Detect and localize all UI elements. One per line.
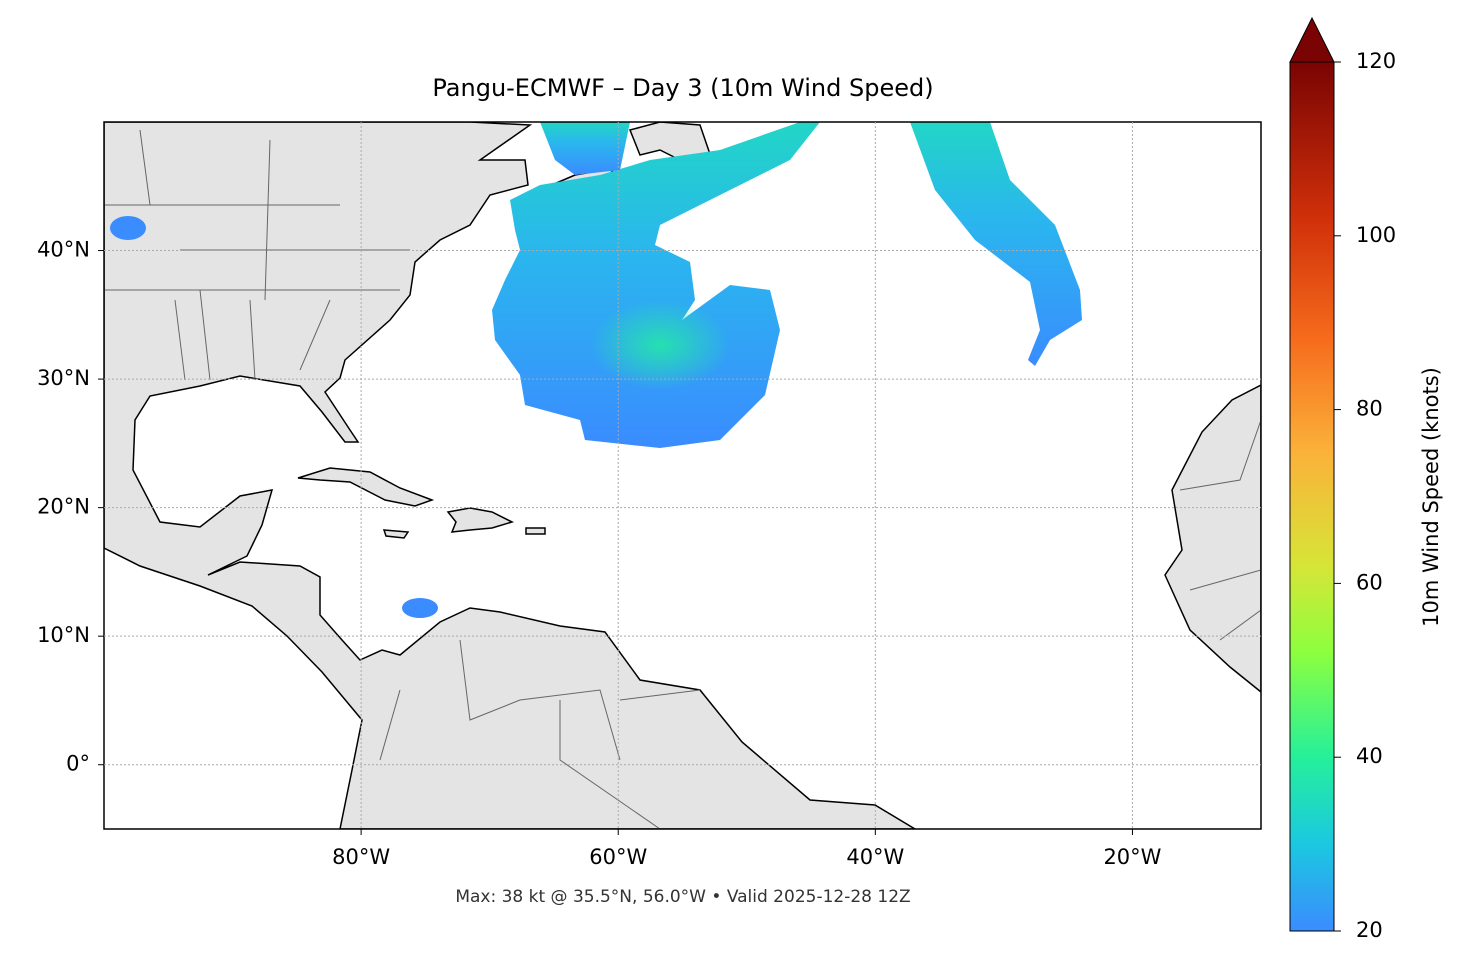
x-tick-label: 40°W bbox=[846, 845, 904, 869]
jamaica bbox=[382, 529, 410, 539]
colorbar-extend bbox=[1289, 16, 1335, 63]
x-tick-label: 60°W bbox=[589, 845, 647, 869]
wind-swath bbox=[110, 216, 146, 240]
puerto-rico bbox=[525, 527, 546, 535]
cuba bbox=[297, 467, 435, 507]
hispaniola bbox=[446, 507, 515, 533]
colorbar-tick-label: 120 bbox=[1356, 49, 1396, 73]
plot-frame bbox=[103, 121, 1262, 830]
y-tick-label: 0° bbox=[66, 752, 90, 776]
africa bbox=[1164, 384, 1261, 693]
annotation: Max: 38 kt @ 35.5°N, 56.0°W • Valid 2025… bbox=[455, 887, 910, 907]
wind-core bbox=[590, 300, 730, 390]
chart-title: Pangu-ECMWF – Day 3 (10m Wind Speed) bbox=[432, 74, 933, 102]
wind-swath bbox=[540, 122, 630, 175]
y-tick-label: 20°N bbox=[37, 495, 90, 519]
colorbar-tick-label: 40 bbox=[1356, 744, 1383, 768]
americas bbox=[104, 122, 917, 829]
wind-swath bbox=[910, 122, 1082, 366]
map bbox=[104, 122, 1261, 829]
x-tick-label: 80°W bbox=[332, 845, 390, 869]
x-tick-label: 20°W bbox=[1103, 845, 1161, 869]
colorbar-tick-label: 20 bbox=[1356, 918, 1383, 942]
y-tick-label: 40°N bbox=[37, 238, 90, 262]
y-tick-label: 10°N bbox=[37, 623, 90, 647]
y-tick-label: 30°N bbox=[37, 366, 90, 390]
colorbar-tick-label: 80 bbox=[1356, 397, 1383, 421]
borders bbox=[104, 129, 1261, 829]
colorbar-label: 10m Wind Speed (knots) bbox=[1419, 367, 1443, 627]
colorbar-tick-label: 60 bbox=[1356, 570, 1383, 594]
colorbar-tick-label: 100 bbox=[1356, 223, 1396, 247]
wind-swath bbox=[402, 598, 438, 618]
colorbar bbox=[1289, 61, 1335, 932]
wind-swath bbox=[492, 122, 820, 448]
